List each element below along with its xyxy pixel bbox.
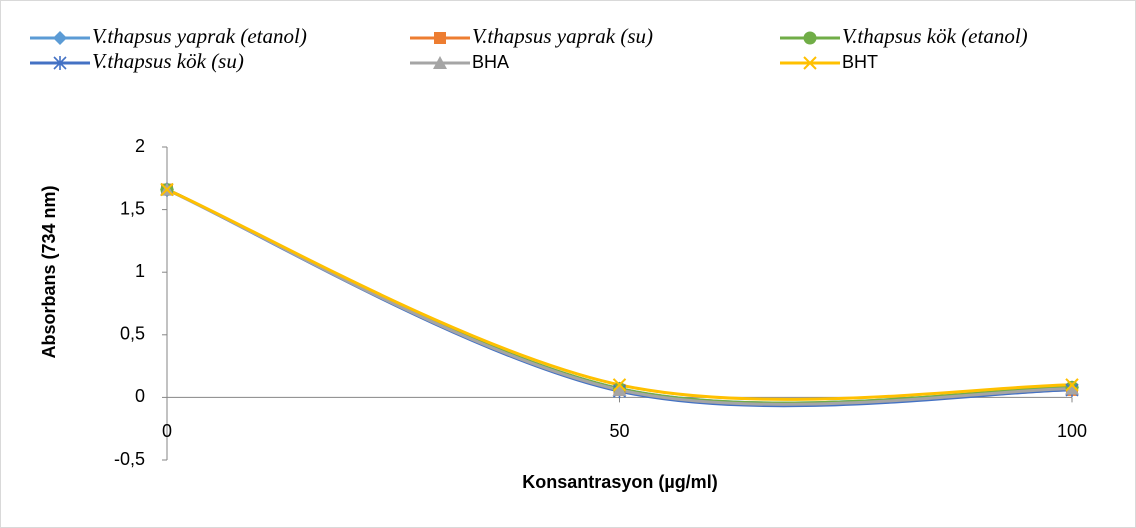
marker: [160, 182, 174, 197]
legend-marker: [53, 56, 67, 70]
marker: [612, 382, 627, 396]
x-tick-label: 50: [609, 421, 629, 441]
marker: [1065, 381, 1079, 395]
legend-marker: [53, 31, 67, 45]
legend-marker: [803, 56, 817, 70]
legend-label: BHA: [472, 52, 509, 72]
y-tick-label: 2: [135, 136, 145, 156]
legend-label: V.thapsus kök (su): [92, 49, 244, 73]
y-tick-label: -0,5: [114, 449, 145, 469]
legend-marker: [803, 31, 817, 45]
x-tick-label: 100: [1057, 421, 1087, 441]
y-tick-label: 1,5: [120, 198, 145, 218]
legend-marker: [434, 32, 446, 44]
marker: [1065, 378, 1079, 392]
legend-label: V.thapsus yaprak (etanol): [92, 24, 307, 48]
x-tick-label: 0: [162, 421, 172, 441]
x-axis-title: Konsantrasyon (µg/ml): [522, 472, 717, 492]
legend-label: V.thapsus kök (etanol): [842, 24, 1028, 48]
marker: [612, 378, 627, 392]
y-tick-label: 0: [135, 386, 145, 406]
y-tick-label: 1: [135, 261, 145, 281]
legend-marker: [433, 56, 447, 69]
y-axis-title: Absorbans (734 nm): [39, 185, 59, 358]
legend-label: V.thapsus yaprak (su): [472, 24, 653, 48]
y-tick-label: 0,5: [120, 324, 145, 344]
legend-label: BHT: [842, 52, 878, 72]
